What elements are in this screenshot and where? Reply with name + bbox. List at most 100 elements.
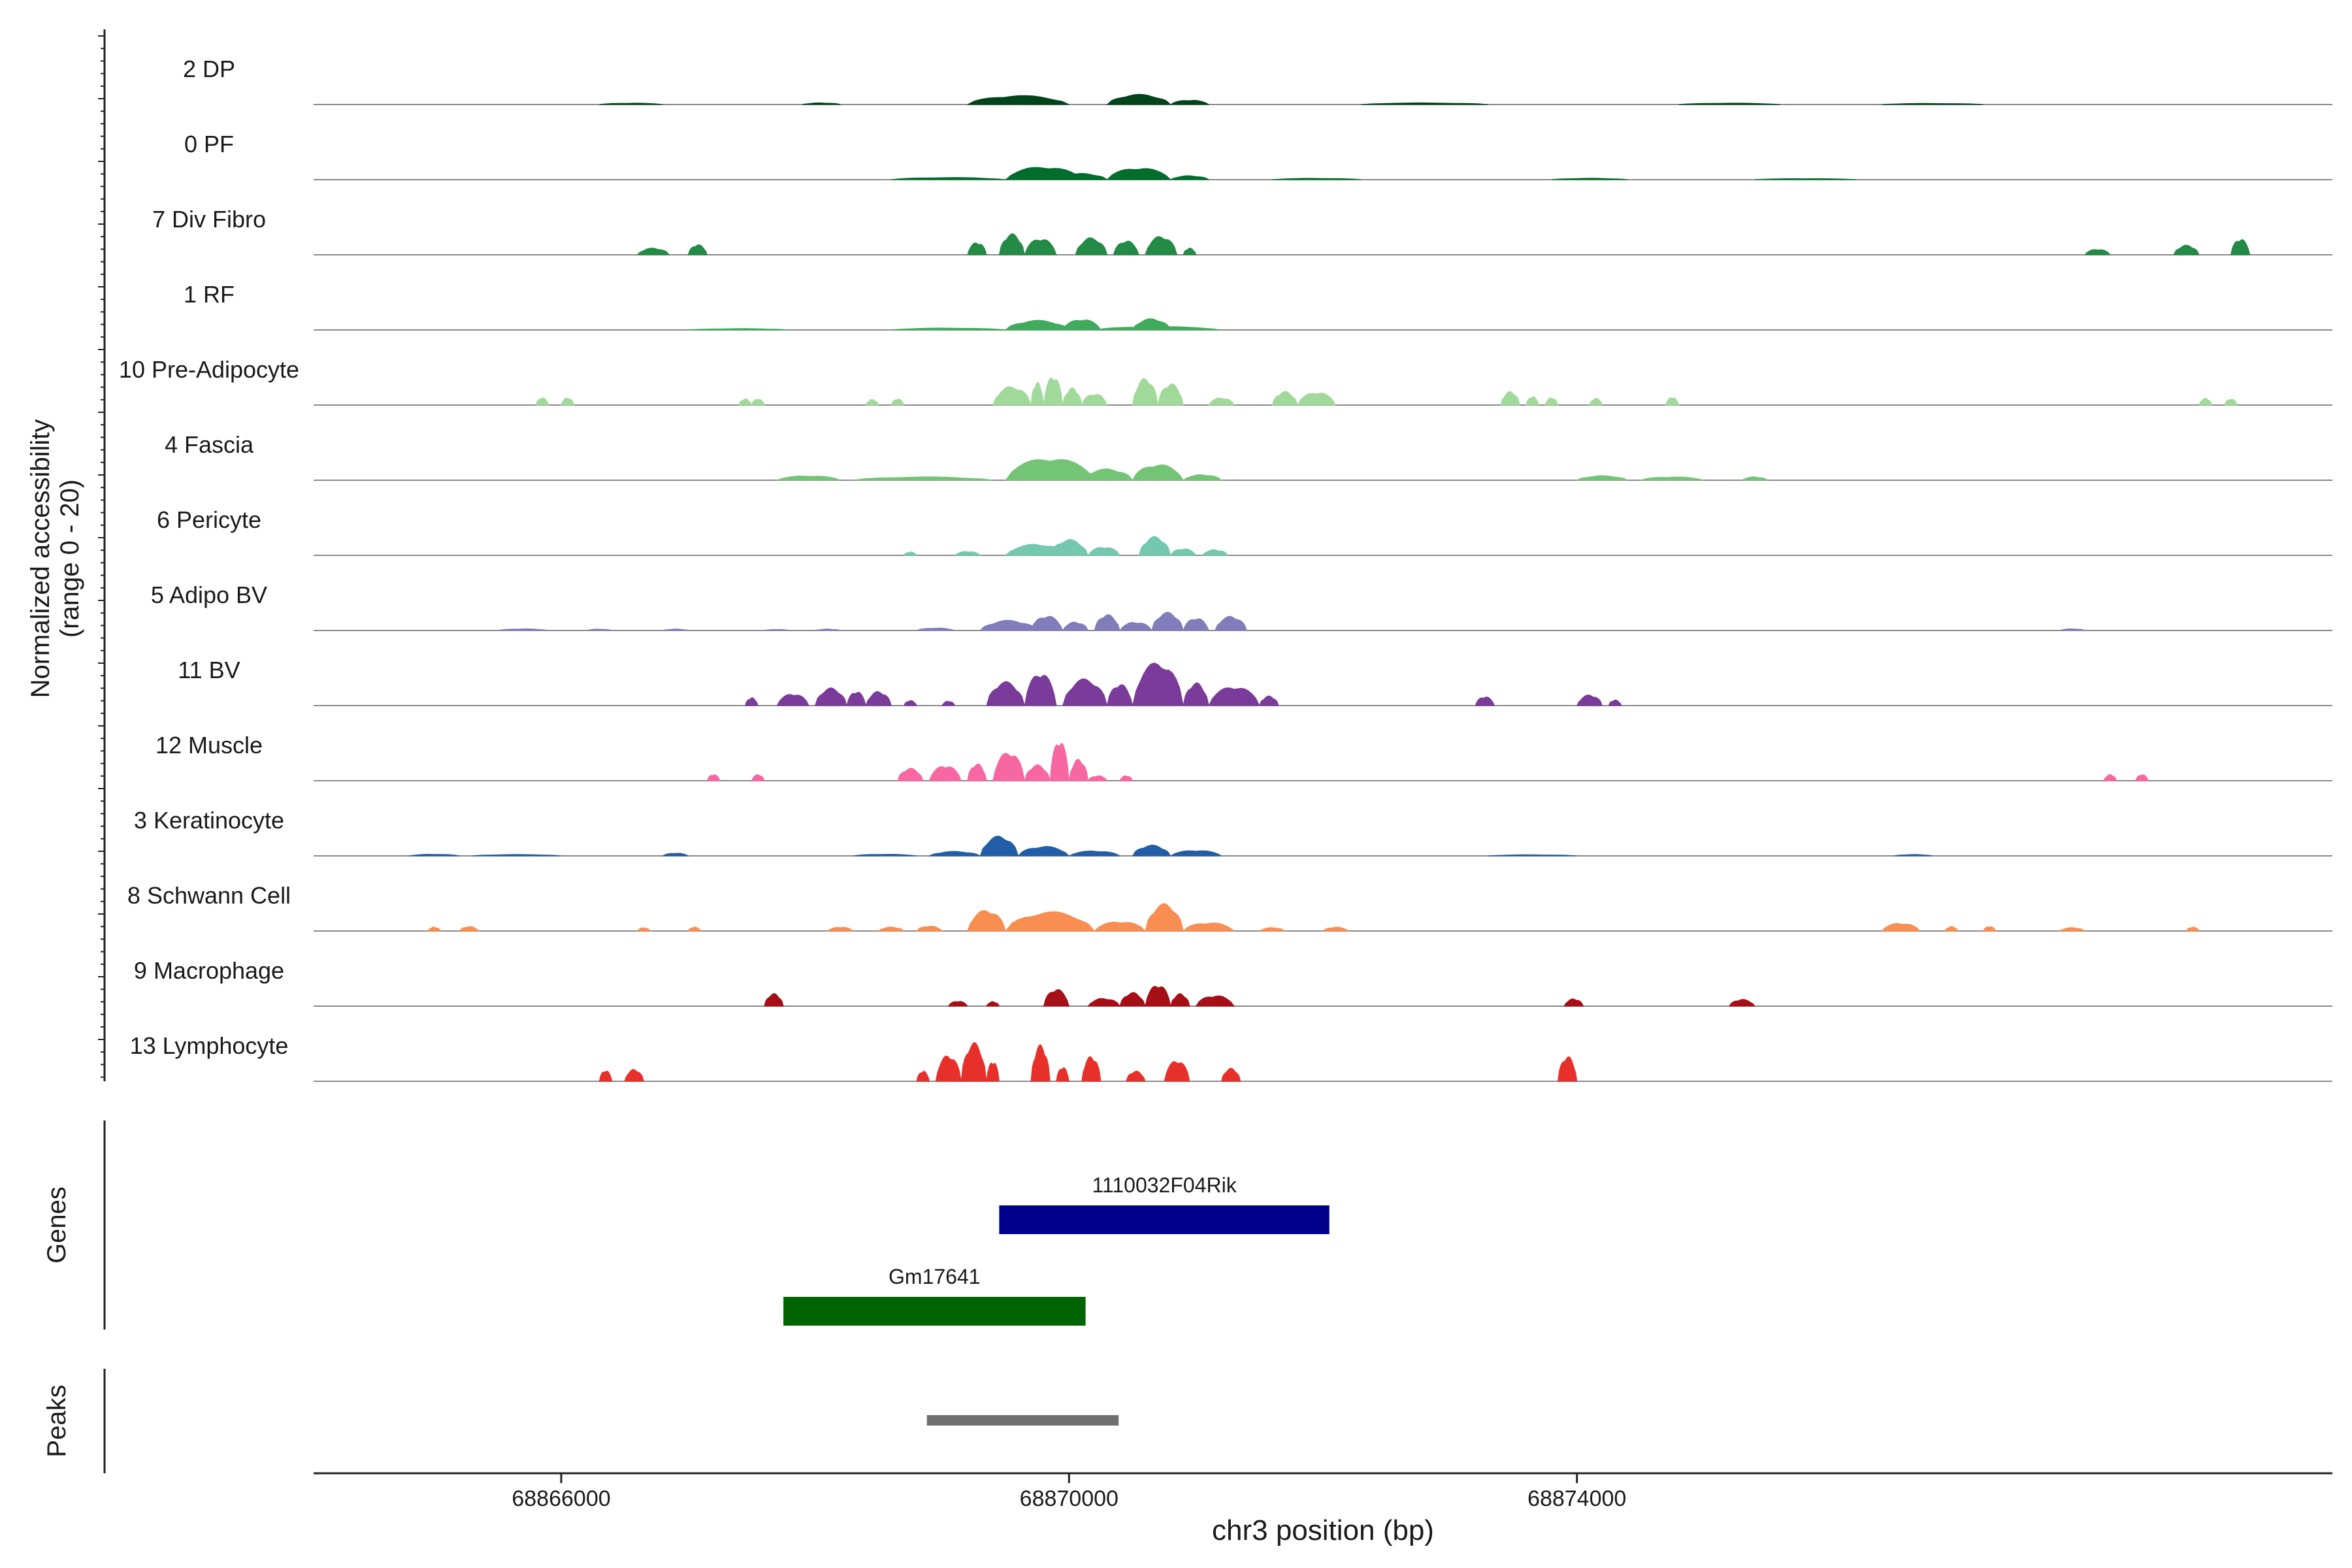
accessibility-peak [935,1055,962,1082]
accessibility-peak [2058,927,2086,932]
accessibility-peak [2173,244,2200,255]
x-axis: 68866000 68870000 68874000 chr3 position (… [314,1472,2332,1546]
accessibility-tracks: 2 DP 0 PF 7 Div Fibro 1 RF 10 Pre-Adipocyte 4… [119,56,2332,1082]
accessibility-peak [1030,615,1064,631]
accessibility-peak [1132,464,1184,481]
accessibility-peak [1183,248,1197,255]
accessibility-peak [1151,612,1184,631]
accessibility-peak [1220,1068,1241,1082]
accessibility-peak [738,398,753,406]
accessibility-peak [916,1071,930,1082]
accessibility-peak [636,248,670,255]
x-axis-ticks: 68866000 68870000 68874000 [512,1473,1626,1511]
accessibility-peak [1297,393,1337,406]
accessibility-peak [1361,102,1488,105]
accessibility-peak [1056,1067,1070,1082]
genes-panel: Genes 1110032F04Rik Gm17641 [42,1120,1330,1330]
accessibility-peak [776,694,809,706]
track: 9 Macrophage [134,957,2332,1007]
gene-annotations: 1110032F04Rik Gm17641 [783,1173,1330,1326]
accessibility-peak [1017,97,1045,105]
accessibility-peak [1259,695,1279,706]
track: 8 Schwann Cell [127,882,2332,932]
accessibility-peak [2059,628,2085,631]
peaks-panel-label: Peaks [42,1384,71,1457]
accessibility-peak [1106,168,1172,180]
accessibility-peak [1563,998,1584,1007]
accessibility-peak [497,628,549,631]
x-tick-label: 68870000 [1020,1486,1119,1511]
accessibility-peak [1004,319,1070,331]
accessibility-peak [1169,548,1197,556]
accessibility-peak [1183,682,1209,706]
accessibility-peak [427,926,442,932]
accessibility-peak [624,1069,644,1082]
accessibility-peak [706,774,721,781]
track-label: 8 Schwann Cell [127,882,291,909]
y-axis-label-line2: (range 0 - 20) [56,480,84,638]
accessibility-peak [846,692,867,706]
accessibility-peak [1075,237,1108,255]
accessibility-peak [992,386,1032,406]
accessibility-peak [1132,844,1171,857]
accessibility-peak [998,233,1025,255]
accessibility-peak [1576,694,1603,706]
accessibility-peak [1544,397,1559,406]
accessibility-peak [929,851,981,857]
accessibility-peak [891,327,1006,331]
accessibility-peak [979,836,1019,857]
track-label: 6 Pericyte [157,506,261,533]
accessibility-peak [1024,239,1057,255]
track-label: 2 DP [183,56,235,82]
accessibility-peak [814,687,847,706]
accessibility-peak [815,629,841,631]
accessibility-peak [1062,387,1083,406]
accessibility-peak [915,925,943,932]
accessibility-peak [1258,927,1286,932]
accessibility-peak [1005,459,1096,481]
peak-regions [926,1415,1119,1426]
accessibility-peak [1132,378,1158,406]
accessibility-peak [916,627,955,631]
y-axis-ticks [98,35,105,1078]
accessibility-peak [586,629,612,631]
gene-body [999,1205,1330,1234]
accessibility-peak [1170,993,1190,1007]
accessibility-peak [1182,474,1222,481]
accessibility-peak [1017,845,1070,857]
accessibility-peak [2230,239,2251,255]
accessibility-peak [745,697,759,706]
accessibility-peak [1119,992,1146,1007]
accessibility-peak [1126,1070,1146,1082]
x-tick-label: 68866000 [512,1486,610,1511]
accessibility-peak [1169,99,1210,105]
accessibility-peak [1062,678,1108,706]
accessibility-peak [1589,398,1603,406]
track: 7 Div Fibro [152,206,2332,255]
accessibility-peak [1526,396,1540,406]
accessibility-peak [1087,998,1121,1007]
gene: 1110032F04Rik [999,1173,1330,1234]
accessibility-peak [1183,618,1209,631]
accessibility-peak [865,399,879,406]
accessibility-peak [1068,759,1089,781]
accessibility-peak [1665,397,1679,406]
accessibility-peak [1087,547,1121,556]
track: 6 Pericyte [157,506,2332,556]
accessibility-peak [1049,743,1070,781]
track-label: 11 BV [178,657,240,683]
accessibility-peak [1215,615,1248,631]
accessibility-peak [688,328,790,331]
accessibility-peak [967,909,1006,932]
accessibility-peak [1062,621,1089,631]
track: 0 PF [184,131,2332,180]
accessibility-peak [1740,476,1769,481]
accessibility-peak [1094,614,1120,631]
genes-panel-label: Genes [42,1186,71,1264]
accessibility-peak [1043,378,1064,406]
accessibility-peak [1145,985,1171,1007]
accessibility-peak [1024,764,1051,781]
accessibility-peak [1201,549,1229,556]
accessibility-peak [967,763,987,781]
accessibility-peak [1164,1061,1190,1082]
